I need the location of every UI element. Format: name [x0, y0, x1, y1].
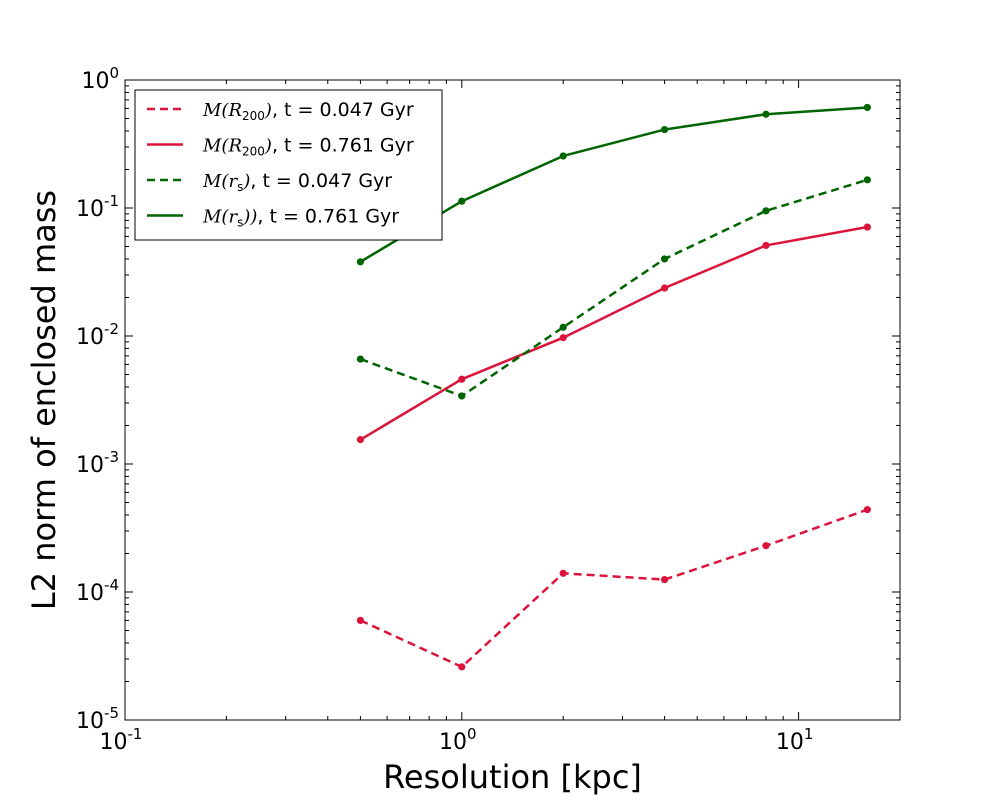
data-point [559, 334, 567, 342]
y-tick-label: 10-1 [76, 192, 119, 222]
x-tick-label: 10-1 [100, 725, 143, 755]
series-line [359, 178, 868, 398]
series-line [359, 508, 868, 669]
data-point [458, 392, 466, 400]
data-point [559, 152, 567, 160]
data-point [458, 375, 466, 383]
series-layer [356, 103, 871, 671]
legend-box [134, 89, 443, 241]
data-point [660, 284, 669, 292]
legend-entry: M(rs)), t = 0.761 Gyr [202, 206, 399, 230]
data-point [863, 506, 871, 514]
data-point [356, 258, 365, 266]
data-point [762, 207, 770, 215]
series-1 [356, 506, 871, 671]
data-point [762, 110, 770, 118]
data-point [660, 255, 669, 263]
data-point [559, 569, 567, 577]
data-point [762, 542, 770, 550]
data-point [559, 323, 567, 331]
data-point [660, 575, 669, 584]
series-line [359, 225, 868, 441]
legend-entry: M(R200), t = 0.761 Gyr [202, 135, 414, 159]
y-tick-label: 10-3 [76, 448, 119, 478]
x-tick-label: 100 [439, 725, 477, 755]
plot-frame [124, 79, 901, 721]
data-point [356, 355, 365, 363]
data-point [458, 663, 466, 671]
legend-entry: M(rs), t = 0.047 Gyr [202, 170, 392, 194]
series-2 [356, 223, 871, 444]
data-point [356, 436, 365, 444]
x-tick-label: 101 [776, 725, 814, 755]
series-line [359, 106, 868, 263]
legend-entry: M(R200), t = 0.047 Gyr [202, 99, 414, 123]
data-point [762, 241, 770, 250]
y-tick-label: 10-5 [76, 704, 119, 734]
x-axis-label: Resolution [kpc] [383, 758, 642, 796]
y-tick-label: 10-2 [76, 320, 119, 350]
legend: M(R200), t = 0.047 Gyr M(R200), t = 0.761… [134, 89, 443, 241]
data-point [458, 197, 466, 205]
data-point [863, 103, 871, 112]
series-3 [356, 176, 871, 400]
data-point [863, 223, 871, 231]
data-point [863, 176, 871, 184]
y-axis-label: L2 norm of enclosed mass [25, 190, 63, 610]
data-point [356, 616, 365, 624]
data-point [660, 125, 669, 134]
ticks-layer: 10-1 100 101 10-5 10-4 10-3 10-2 10-1 100 [76, 64, 901, 755]
y-tick-label: 100 [81, 64, 119, 94]
series-4 [356, 103, 871, 266]
y-tick-label: 10-4 [76, 576, 119, 606]
